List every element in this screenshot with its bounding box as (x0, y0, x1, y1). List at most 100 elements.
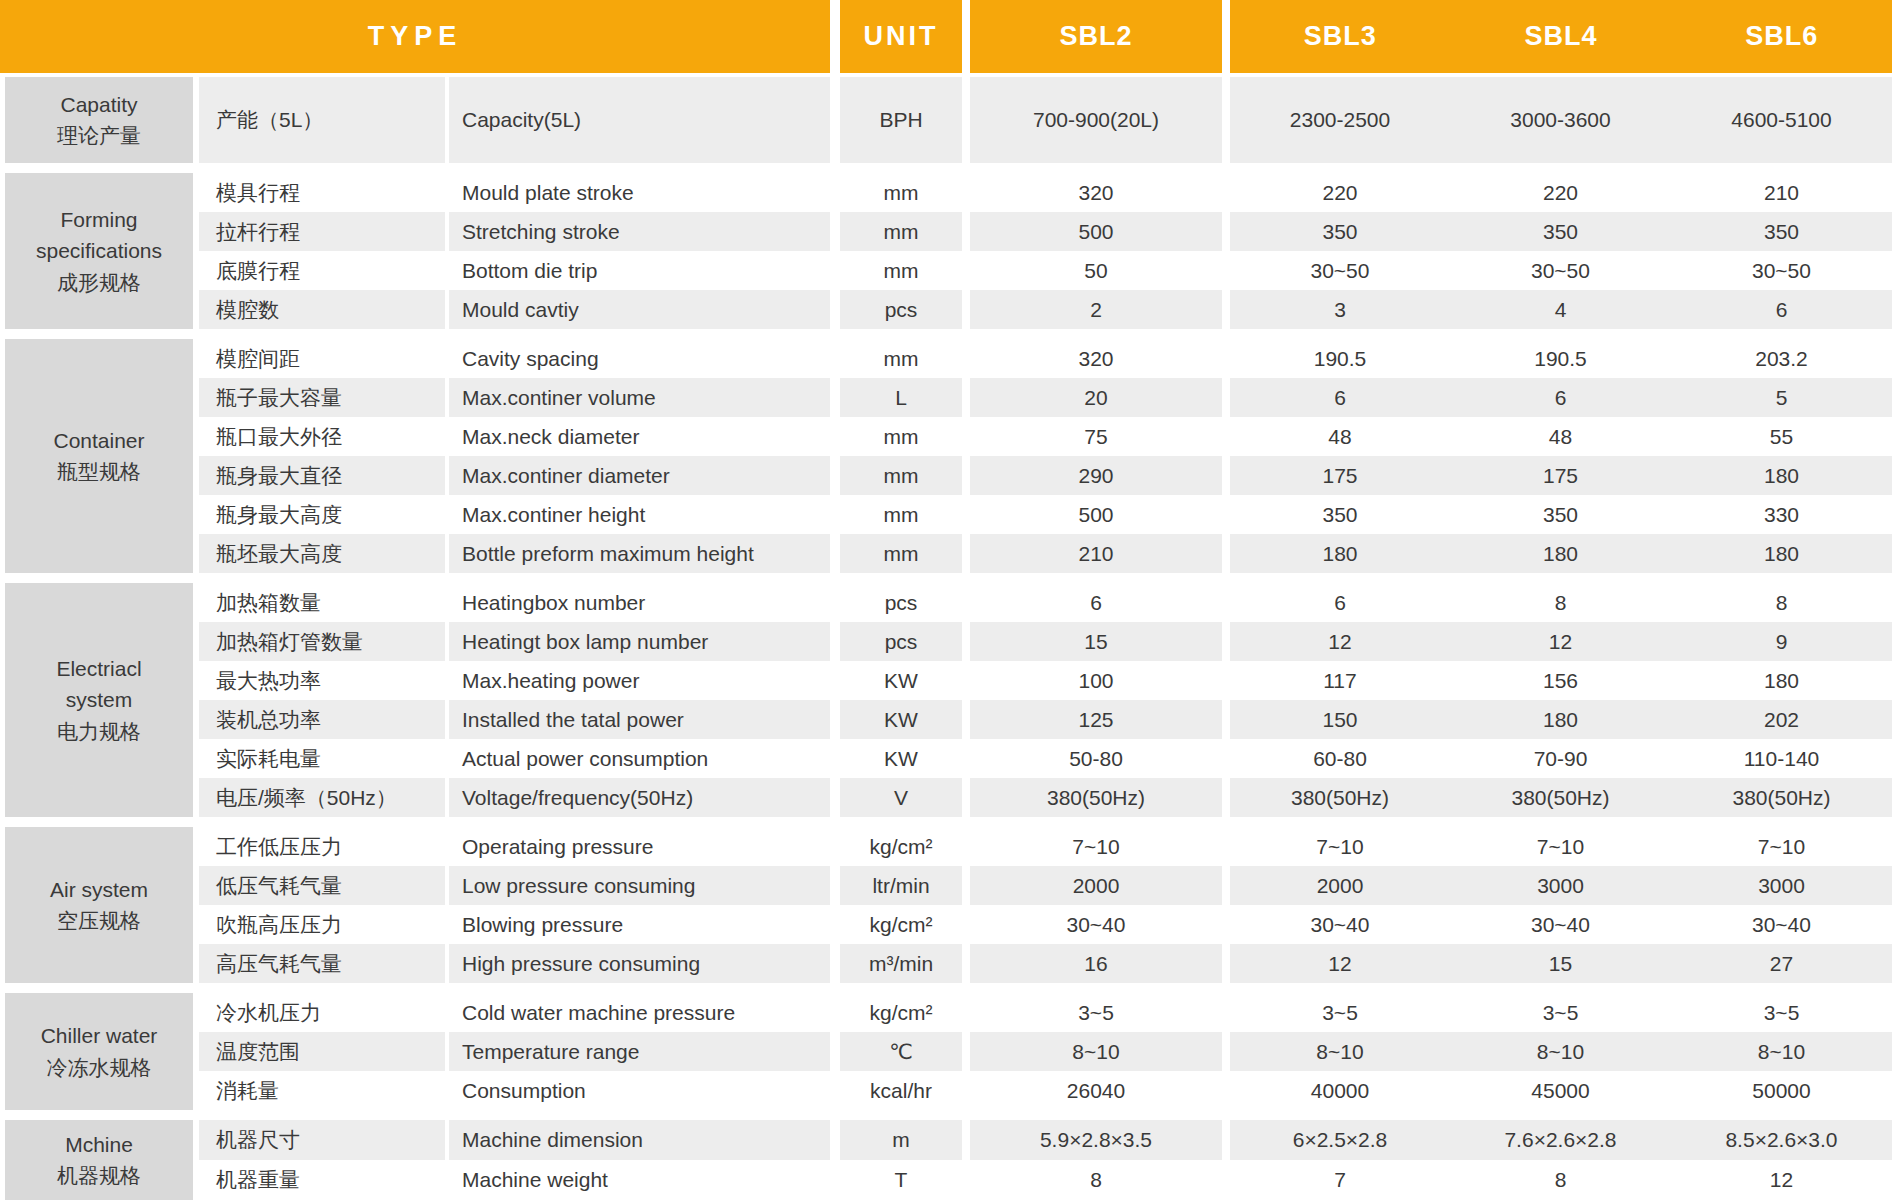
spec-value-sbl2: 500 (970, 495, 1222, 534)
spec-value-sbl4: 8 (1450, 583, 1671, 622)
spec-value-sbl4: 15 (1450, 944, 1671, 983)
spec-unit: V (840, 778, 962, 817)
spec-value-sbl6: 9 (1671, 622, 1892, 661)
spec-value-sbl4: 350 (1450, 212, 1671, 251)
spec-name-en: Voltage/frequency(50Hz) (449, 778, 830, 817)
type-header: TYPE (0, 0, 830, 73)
spec-name-cn: 机器尺寸 (199, 1120, 445, 1160)
spec-value-sbl4: 45000 (1450, 1071, 1671, 1110)
spec-value-sbl2: 15 (970, 622, 1222, 661)
group-label: Air system 空压规格 (5, 827, 193, 983)
spec-value-sbl6: 380(50Hz) (1671, 778, 1892, 817)
spec-unit: KW (840, 739, 962, 778)
spec-name-cn: 模具行程 (199, 173, 445, 212)
spec-value-sbl3: 6 (1230, 378, 1450, 417)
spec-value-sbl2: 7~10 (970, 827, 1222, 866)
spec-section: Air system 空压规格工作低压压力Operataing pressure… (0, 827, 1892, 983)
spec-name-en: Capacity(5L) (449, 77, 830, 163)
spec-value-sbl2: 20 (970, 378, 1222, 417)
spec-name-en: Operataing pressure (449, 827, 830, 866)
spec-value-sbl2: 320 (970, 173, 1222, 212)
spec-name-cn: 加热箱数量 (199, 583, 445, 622)
spec-unit: T (840, 1160, 962, 1200)
spec-value-sbl3: 40000 (1230, 1071, 1450, 1110)
spec-value-sbl4: 3000 (1450, 866, 1671, 905)
spec-value-sbl4: 190.5 (1450, 339, 1671, 378)
spec-section: Container 瓶型规格模腔间距Cavity spacingmm320190… (0, 339, 1892, 573)
spec-name-en: Max.continer diameter (449, 456, 830, 495)
spec-value-sbl3: 60-80 (1230, 739, 1450, 778)
group-label: Chiller water 冷冻水规格 (5, 993, 193, 1110)
spec-name-cn: 底膜行程 (199, 251, 445, 290)
spec-value-sbl2: 2000 (970, 866, 1222, 905)
spec-value-sbl4: 7.6×2.6×2.8 (1450, 1120, 1671, 1160)
spec-value-sbl3: 30~50 (1230, 251, 1450, 290)
group-label: Forming specifications 成形规格 (5, 173, 193, 329)
spec-value-sbl3: 7~10 (1230, 827, 1450, 866)
spec-name-en: Actual power consumption (449, 739, 830, 778)
spec-name-cn: 产能（5L） (199, 77, 445, 163)
spec-name-cn: 装机总功率 (199, 700, 445, 739)
spec-value-sbl4: 70-90 (1450, 739, 1671, 778)
spec-unit: kg/cm² (840, 905, 962, 944)
spec-value-sbl2: 500 (970, 212, 1222, 251)
spec-value-sbl2: 26040 (970, 1071, 1222, 1110)
spec-unit: kg/cm² (840, 993, 962, 1032)
spec-value-sbl6: 8.5×2.6×3.0 (1671, 1120, 1892, 1160)
spec-value-sbl2: 210 (970, 534, 1222, 573)
spec-value-sbl2: 320 (970, 339, 1222, 378)
spec-value-sbl3: 220 (1230, 173, 1450, 212)
spec-value-sbl6: 30~50 (1671, 251, 1892, 290)
spec-value-sbl4: 8~10 (1450, 1032, 1671, 1071)
spec-unit: mm (840, 173, 962, 212)
spec-value-sbl4: 350 (1450, 495, 1671, 534)
spec-name-en: Cold water machine pressure (449, 993, 830, 1032)
spec-value-sbl2: 290 (970, 456, 1222, 495)
spec-value-sbl6: 210 (1671, 173, 1892, 212)
spec-name-cn: 加热箱灯管数量 (199, 622, 445, 661)
spec-value-sbl2: 125 (970, 700, 1222, 739)
spec-value-sbl2: 700-900(20L) (970, 77, 1222, 163)
spec-value-sbl3: 8~10 (1230, 1032, 1450, 1071)
spec-value-sbl4: 30~40 (1450, 905, 1671, 944)
spec-value-sbl6: 203.2 (1671, 339, 1892, 378)
spec-value-sbl3: 175 (1230, 456, 1450, 495)
spec-value-sbl2: 3~5 (970, 993, 1222, 1032)
spec-unit: pcs (840, 583, 962, 622)
spec-name-cn: 工作低压压力 (199, 827, 445, 866)
spec-value-sbl3: 12 (1230, 622, 1450, 661)
spec-value-sbl6: 202 (1671, 700, 1892, 739)
spec-value-sbl3: 3 (1230, 290, 1450, 329)
spec-value-sbl3: 2000 (1230, 866, 1450, 905)
spec-name-cn: 机器重量 (199, 1160, 445, 1200)
spec-value-sbl3: 2300-2500 (1230, 77, 1450, 163)
spec-name-en: Max.continer volume (449, 378, 830, 417)
spec-value-sbl3: 48 (1230, 417, 1450, 456)
spec-value-sbl6: 180 (1671, 661, 1892, 700)
spec-value-sbl3: 380(50Hz) (1230, 778, 1450, 817)
spec-value-sbl3: 6 (1230, 583, 1450, 622)
spec-unit: mm (840, 251, 962, 290)
spec-name-en: Bottom die trip (449, 251, 830, 290)
spec-value-sbl2: 8~10 (970, 1032, 1222, 1071)
spec-unit: mm (840, 495, 962, 534)
spec-name-en: Bottle preform maximum height (449, 534, 830, 573)
spec-table: TYPE UNIT SBL2 SBL3 SBL4 SBL6 Capatity 理… (0, 0, 1892, 1200)
spec-value-sbl3: 190.5 (1230, 339, 1450, 378)
group-label: Container 瓶型规格 (5, 339, 193, 573)
spec-value-sbl6: 350 (1671, 212, 1892, 251)
spec-name-en: Heatingt box lamp number (449, 622, 830, 661)
spec-name-en: Max.continer height (449, 495, 830, 534)
spec-name-cn: 低压气耗气量 (199, 866, 445, 905)
spec-value-sbl6: 50000 (1671, 1071, 1892, 1110)
spec-unit: mm (840, 417, 962, 456)
spec-name-en: Cavity spacing (449, 339, 830, 378)
spec-value-sbl4: 180 (1450, 534, 1671, 573)
spec-value-sbl6: 8 (1671, 583, 1892, 622)
spec-value-sbl3: 30~40 (1230, 905, 1450, 944)
spec-section: Electriacl system 电力规格加热箱数量Heatingbox nu… (0, 583, 1892, 817)
spec-value-sbl4: 220 (1450, 173, 1671, 212)
spec-value-sbl6: 55 (1671, 417, 1892, 456)
spec-value-sbl6: 30~40 (1671, 905, 1892, 944)
spec-unit: pcs (840, 290, 962, 329)
